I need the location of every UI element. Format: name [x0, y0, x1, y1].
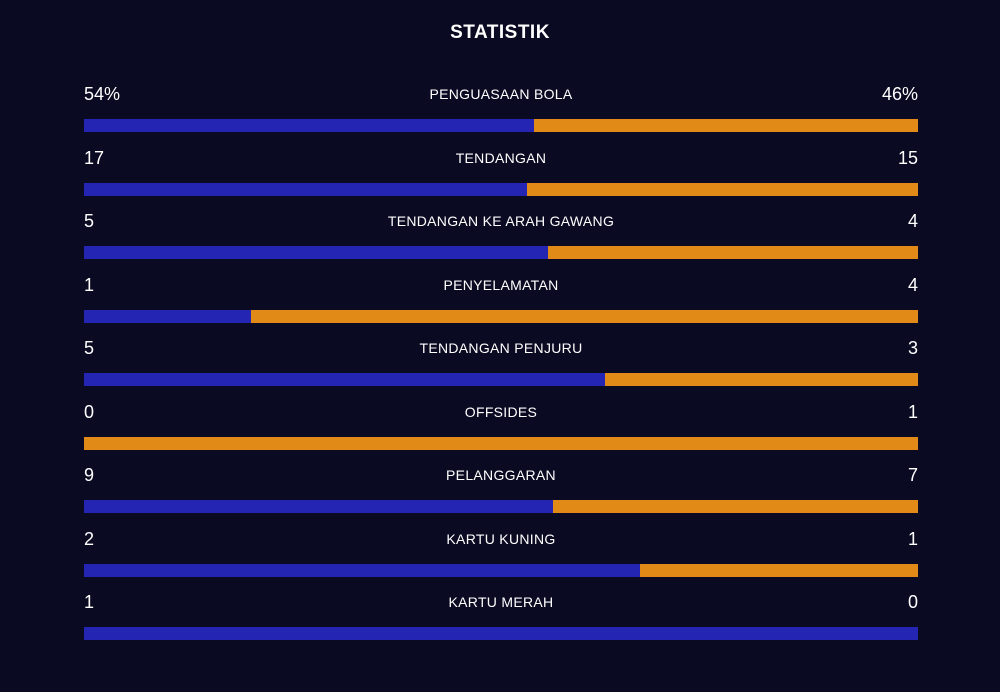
home-value: 5	[84, 211, 95, 231]
stat-row: 2 KARTU KUNING 1	[84, 527, 918, 577]
away-value: 4	[907, 211, 918, 231]
home-bar-segment	[84, 119, 535, 132]
home-value: 9	[84, 465, 95, 485]
stat-label: PENYELAMATAN	[443, 276, 559, 293]
stat-row: 17 TENDANGAN 15	[84, 146, 918, 196]
stat-row: 5 TENDANGAN KE ARAH GAWANG 4	[84, 209, 918, 259]
stat-values: 9 PELANGGARAN 7	[84, 463, 918, 487]
stat-comparison-bar	[84, 627, 918, 640]
stat-label: TENDANGAN KE ARAH GAWANG	[387, 213, 615, 229]
stat-comparison-bar	[84, 373, 918, 386]
stat-row: 1 PENYELAMATAN 4	[84, 273, 918, 323]
stat-values: 1 KARTU MERAH 0	[84, 590, 918, 614]
stat-comparison-bar	[84, 182, 918, 196]
stat-label: TENDANGAN	[455, 149, 547, 166]
home-value: 2	[84, 528, 95, 549]
away-bar-segment	[547, 246, 918, 259]
stat-comparison-bar	[84, 246, 918, 259]
home-bar-segment	[84, 309, 251, 323]
stat-values: 17 TENDANGAN 15	[84, 146, 918, 170]
stat-comparison-bar	[84, 436, 918, 450]
away-bar-segment	[640, 563, 918, 577]
away-bar-segment	[534, 119, 918, 132]
stat-comparison-bar	[84, 500, 918, 513]
stat-values: 1 PENYELAMATAN 4	[84, 273, 918, 297]
home-value: 1	[84, 274, 95, 295]
home-bar-segment	[84, 246, 548, 259]
stats-title: STATISTIK	[450, 22, 550, 43]
home-value: 17	[84, 147, 105, 168]
stat-row: 0 OFFSIDES 1	[84, 400, 918, 450]
away-value: 1	[907, 401, 918, 422]
away-bar-segment	[84, 436, 918, 450]
away-value: 0	[907, 592, 918, 612]
stat-comparison-bar	[84, 119, 918, 132]
home-bar-segment	[84, 627, 918, 640]
away-bar-segment	[605, 373, 918, 386]
stat-values: 5 TENDANGAN PENJURU 3	[84, 336, 918, 360]
home-value: 1	[84, 592, 95, 612]
stat-label: TENDANGAN PENJURU	[419, 340, 583, 356]
stat-label: KARTU KUNING	[446, 530, 556, 547]
home-bar-segment	[84, 373, 606, 386]
away-bar-segment	[553, 500, 918, 513]
stat-row: 9 PELANGGARAN 7	[84, 463, 918, 513]
away-value: 7	[907, 465, 918, 485]
stat-values: 2 KARTU KUNING 1	[84, 527, 918, 551]
home-bar-segment	[84, 500, 554, 513]
stat-comparison-bar	[84, 309, 918, 323]
stat-label: KARTU MERAH	[448, 594, 554, 610]
stat-row: 54% PENGUASAAN BOLA 46%	[84, 82, 918, 132]
home-value: 54%	[84, 84, 121, 104]
stat-label: OFFSIDES	[464, 403, 538, 420]
stat-label: PELANGGARAN	[446, 467, 556, 483]
home-bar-segment	[84, 182, 527, 196]
away-value: 4	[907, 274, 918, 295]
home-value: 0	[84, 401, 95, 422]
away-value: 46%	[881, 84, 918, 104]
away-bar-segment	[250, 309, 918, 323]
away-value: 15	[897, 147, 918, 168]
home-bar-segment	[84, 563, 641, 577]
stat-row: 1 KARTU MERAH 0	[84, 590, 918, 640]
away-value: 3	[907, 338, 918, 358]
stat-row: 5 TENDANGAN PENJURU 3	[84, 336, 918, 386]
stat-values: 0 OFFSIDES 1	[84, 400, 918, 424]
away-bar-segment	[526, 182, 918, 196]
away-value: 1	[907, 528, 918, 549]
stat-comparison-bar	[84, 563, 918, 577]
home-value: 5	[84, 338, 95, 358]
stat-label: PENGUASAAN BOLA	[429, 86, 573, 102]
stat-values: 54% PENGUASAAN BOLA 46%	[84, 82, 918, 106]
stat-values: 5 TENDANGAN KE ARAH GAWANG 4	[84, 209, 918, 233]
